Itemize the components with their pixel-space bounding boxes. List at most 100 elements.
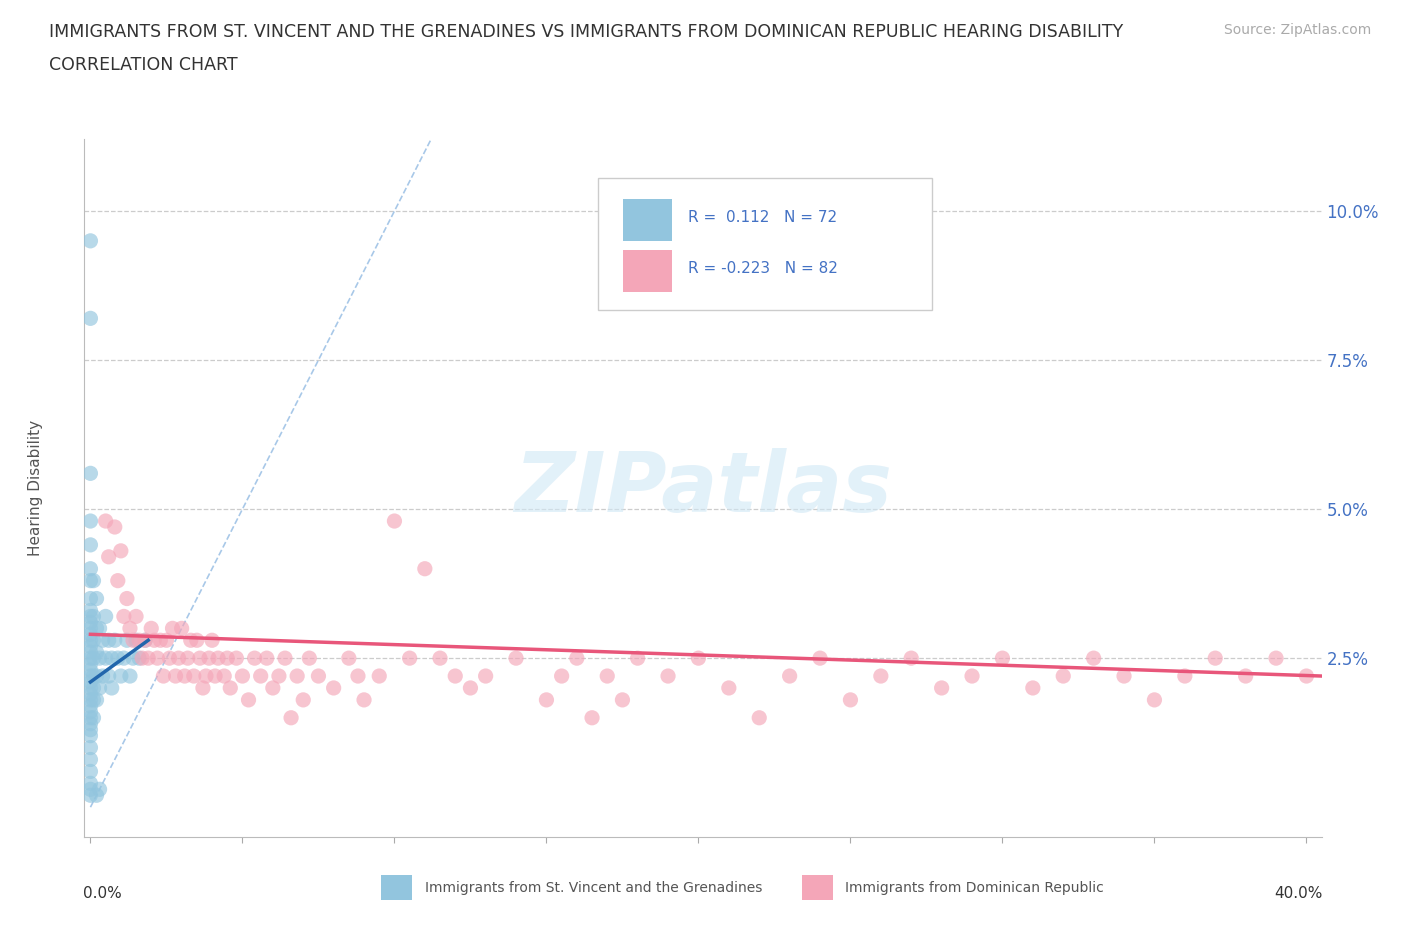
Text: R =  0.112   N = 72: R = 0.112 N = 72 xyxy=(688,210,838,225)
Point xyxy=(79,651,101,666)
Point xyxy=(565,651,588,666)
Point xyxy=(79,723,101,737)
Point xyxy=(143,632,166,647)
Point xyxy=(125,609,148,624)
Point xyxy=(107,651,129,666)
Point xyxy=(1052,669,1074,684)
Point xyxy=(82,651,104,666)
Point xyxy=(79,615,101,630)
Point xyxy=(79,752,101,767)
Point xyxy=(165,669,187,684)
Point xyxy=(79,233,101,248)
Point xyxy=(159,651,181,666)
Point xyxy=(97,669,120,684)
Text: Source: ZipAtlas.com: Source: ZipAtlas.com xyxy=(1223,23,1371,37)
Point xyxy=(384,513,406,528)
Point xyxy=(110,543,132,558)
Point xyxy=(779,669,801,684)
Point xyxy=(398,651,420,666)
Point xyxy=(89,681,111,696)
Point xyxy=(112,609,135,624)
Point xyxy=(79,686,101,701)
Point xyxy=(79,573,101,588)
Text: IMMIGRANTS FROM ST. VINCENT AND THE GRENADINES VS IMMIGRANTS FROM DOMINICAN REPU: IMMIGRANTS FROM ST. VINCENT AND THE GREN… xyxy=(49,23,1123,41)
Point xyxy=(298,651,321,666)
Point xyxy=(183,669,205,684)
Point xyxy=(413,562,436,577)
Point xyxy=(839,693,862,708)
Point xyxy=(104,520,127,535)
Bar xyxy=(801,875,832,900)
Point xyxy=(243,651,266,666)
Point xyxy=(748,711,770,725)
Point xyxy=(149,632,172,647)
Point xyxy=(89,782,111,797)
Point xyxy=(869,669,891,684)
Point xyxy=(152,669,174,684)
Point xyxy=(79,740,101,755)
Point xyxy=(86,644,108,659)
Point xyxy=(86,693,108,708)
Point xyxy=(79,603,101,618)
Text: 40.0%: 40.0% xyxy=(1274,885,1323,901)
Point xyxy=(94,513,117,528)
Point xyxy=(122,632,145,647)
Point xyxy=(368,669,391,684)
Point xyxy=(131,651,153,666)
Point xyxy=(79,591,101,606)
Point xyxy=(115,632,138,647)
Point xyxy=(550,669,572,684)
Point xyxy=(170,621,193,636)
Point xyxy=(194,669,217,684)
Point xyxy=(429,651,451,666)
Point xyxy=(79,644,101,659)
Point xyxy=(79,466,101,481)
Point xyxy=(91,632,114,647)
Point xyxy=(79,698,101,713)
Point xyxy=(212,669,235,684)
Point xyxy=(86,591,108,606)
Point xyxy=(79,728,101,743)
Point xyxy=(207,651,229,666)
Point xyxy=(717,681,740,696)
Point xyxy=(82,711,104,725)
Point xyxy=(307,669,329,684)
Text: Immigrants from Dominican Republic: Immigrants from Dominican Republic xyxy=(845,881,1104,895)
Point xyxy=(1174,669,1197,684)
Text: 0.0%: 0.0% xyxy=(83,885,122,901)
Point xyxy=(91,669,114,684)
Point xyxy=(991,651,1014,666)
Point xyxy=(292,693,315,708)
Point xyxy=(79,627,101,642)
Point xyxy=(104,632,127,647)
Point xyxy=(100,681,122,696)
Point xyxy=(280,711,302,725)
Point xyxy=(256,651,278,666)
Point xyxy=(79,639,101,654)
Point xyxy=(79,693,101,708)
Point xyxy=(322,681,344,696)
Point xyxy=(97,550,120,565)
Point xyxy=(86,669,108,684)
Point xyxy=(173,669,195,684)
Point xyxy=(167,651,190,666)
Point xyxy=(444,669,467,684)
Point xyxy=(79,538,101,552)
Point xyxy=(217,651,239,666)
Point xyxy=(225,651,247,666)
Point xyxy=(238,693,260,708)
Point xyxy=(249,669,271,684)
Point xyxy=(581,711,603,725)
Point xyxy=(1204,651,1226,666)
Point xyxy=(931,681,953,696)
Point xyxy=(79,657,101,671)
Point xyxy=(125,632,148,647)
Point xyxy=(162,621,184,636)
Point xyxy=(94,609,117,624)
Point xyxy=(960,669,983,684)
Point xyxy=(180,632,202,647)
Point xyxy=(79,776,101,790)
Point xyxy=(79,711,101,725)
Point xyxy=(79,311,101,325)
Point xyxy=(79,609,101,624)
